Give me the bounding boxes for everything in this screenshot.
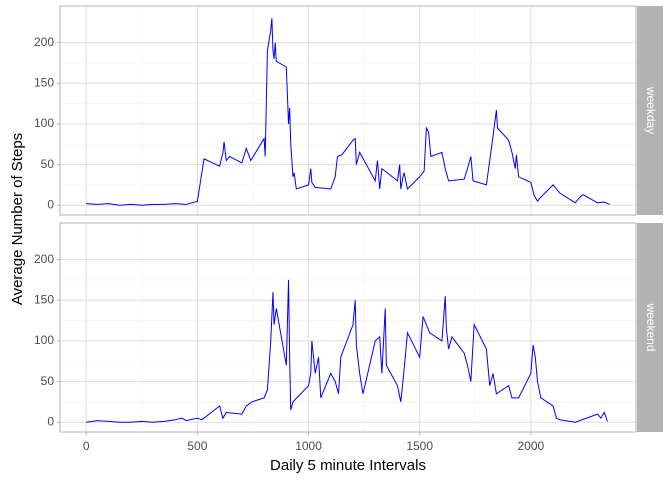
panel-border — [59, 5, 637, 216]
y-tick-label: 100 — [34, 116, 54, 130]
y-tick-label: 50 — [41, 374, 55, 388]
y-tick-label: 0 — [47, 197, 54, 211]
y-tick-label: 200 — [34, 252, 54, 266]
x-axis-title: Daily 5 minute Intervals — [270, 457, 426, 474]
y-tick-label: 100 — [34, 333, 54, 347]
y-tick-label: 0 — [47, 414, 54, 428]
y-axis-title: Average Number of Steps — [9, 133, 26, 305]
x-tick-label: 2000 — [517, 439, 544, 453]
x-tick-label: 1500 — [406, 439, 433, 453]
y-tick-label: 50 — [41, 157, 55, 171]
data-line — [86, 279, 609, 423]
strip — [637, 223, 663, 432]
x-tick-label: 500 — [187, 439, 207, 453]
y-tick-label: 150 — [34, 292, 54, 306]
strip — [637, 6, 663, 215]
x-tick-label: 1000 — [295, 439, 322, 453]
y-tick-label: 200 — [34, 35, 54, 49]
strip-label: weekend — [644, 302, 658, 351]
y-tick-label: 150 — [34, 75, 54, 89]
panel-border — [59, 222, 637, 433]
data-line — [86, 18, 610, 206]
x-tick-label: 0 — [83, 439, 90, 453]
strip-label: weekday — [644, 86, 658, 134]
